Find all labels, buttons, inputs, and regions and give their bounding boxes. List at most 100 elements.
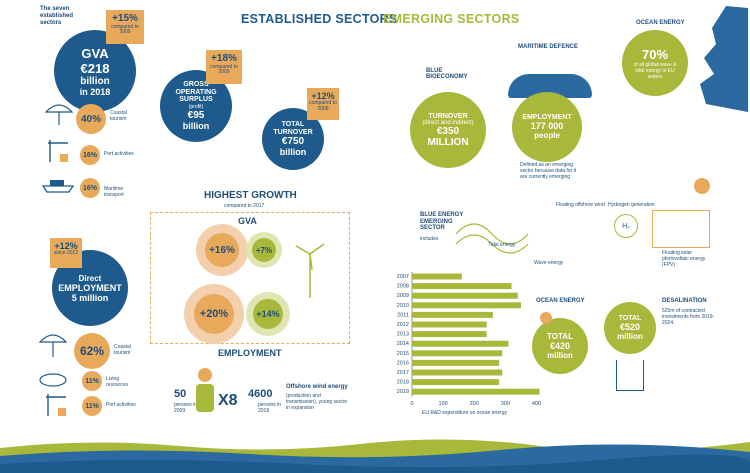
established-header: ESTABLISHED SECTORS [241, 12, 398, 26]
wind-turbine-icon [295, 243, 325, 298]
bar-2007 [412, 273, 462, 280]
wind-multiplier: X8 [218, 392, 238, 409]
intro-text: The seven established sectors [40, 6, 74, 26]
bar-2018 [412, 379, 500, 386]
bar-2008 [412, 283, 512, 290]
bar-2012 [412, 321, 487, 328]
fish-icon [39, 373, 67, 387]
growth-frame [150, 212, 350, 344]
port-activities-gva-label: Port activities [104, 151, 134, 157]
y-tick-label: 2017 [397, 370, 409, 376]
bar-2009 [412, 292, 518, 299]
defence-note: Defined as an emerging sector because da… [520, 162, 577, 180]
ocean-energy-title: OCEAN ENERGY [636, 20, 685, 26]
wind-left-label: persons in 2009 [174, 402, 198, 414]
y-tick-label: 2008 [397, 284, 409, 290]
umbrella-icon [38, 334, 68, 357]
growth-employment-label: EMPLOYMENT [218, 348, 282, 358]
x-tick-label: 200 [470, 401, 479, 407]
maritime-transport-gva-label: Maritime transport [104, 186, 124, 198]
y-tick-label: 2018 [397, 380, 409, 386]
living-resources-emp-share: 11% [82, 371, 102, 391]
desal-title: DESALINATION [662, 298, 707, 304]
blue-bio-title: BLUE BIOECONOMY [426, 68, 468, 80]
ocean-energy-2-title: OCEAN ENERGY [536, 298, 585, 304]
coastal-tourism-gva-share: 40% [76, 104, 106, 134]
y-tick-label: 2019 [397, 389, 409, 395]
blue-energy-includes: includes [420, 236, 439, 242]
y-tick-label: 2014 [397, 341, 409, 347]
emerging-header: EMERGING SECTORS [383, 12, 520, 26]
gross-change-badge: +18% compared to 2009 [206, 50, 242, 84]
wave-icon [455, 223, 529, 254]
person-icon [198, 368, 212, 382]
chart-title: EU R&D expenditure on ocean energy [422, 410, 508, 416]
bar-2019 [412, 388, 540, 395]
wind-right-label: persons in 2018 [258, 402, 282, 414]
bar-2014 [412, 340, 509, 347]
port-crane-icon [46, 394, 66, 416]
maritime-transport-gva-share: 16% [80, 178, 100, 198]
wind-title: Offshore wind energy [286, 384, 348, 390]
turnover-change-badge: +12% compared to 2009 [307, 88, 339, 120]
wind-right-number: 4600 [248, 388, 273, 400]
highest-growth-sub: compared to 2017 [224, 203, 265, 209]
sun-icon [694, 178, 710, 194]
x-tick-label: 400 [532, 401, 541, 407]
desal-desc: 520m of contracted investments from 2019… [662, 308, 715, 326]
growth-emp-circle-1: +20% [184, 284, 244, 344]
x-tick-label: 100 [439, 401, 448, 407]
x-tick-label: 300 [501, 401, 510, 407]
port-activities-emp-label: Port activities [106, 402, 136, 408]
person-body-icon [196, 384, 214, 412]
y-tick-label: 2015 [397, 351, 409, 357]
highest-growth-title: HIGHEST GROWTH [204, 190, 297, 201]
turnover-circle: TOTAL TURNOVER €750 billion [262, 108, 324, 170]
blue-energy-item-wind: Floating offshore wind [556, 202, 605, 208]
coastal-tourism-emp-label: Coastal tourism [114, 344, 131, 356]
defence-circle: EMPLOYMENT 177 000 people [512, 92, 582, 162]
gva-change-badge: +15% compared to 2009 [106, 10, 144, 44]
port-crane-icon [48, 140, 68, 162]
blue-energy-title: BLUE ENERGY EMERGING SECTOR [420, 212, 464, 232]
blue-bio-circle: TURNOVER (direct and indirect) €350 MILL… [410, 92, 486, 168]
port-activities-emp-share: 11% [82, 396, 102, 416]
wind-left-number: 50 [174, 388, 187, 400]
bottom-waves [0, 439, 750, 473]
desal-circle: TOTAL €520 million [604, 302, 656, 354]
y-tick-label: 2007 [397, 274, 409, 280]
ship-icon [42, 180, 74, 193]
rd-chart: 2007 2008 2009 2010 2011 2012 2013 2014 2015 2016… [397, 272, 541, 407]
bar-2015 [412, 350, 503, 357]
living-resources-emp-label: Living resources [106, 376, 128, 388]
hydrogen-icon: H₂ [614, 214, 638, 238]
europe-map-icon [700, 6, 748, 112]
bar-2017 [412, 369, 503, 376]
ocean-energy-2-circle: TOTAL €420 million [532, 318, 588, 374]
blue-energy-item-tidal: Tidal energy [488, 242, 516, 248]
growth-gva-circle-2: +7% [246, 232, 282, 268]
glass-icon [616, 360, 644, 391]
y-tick-label: 2013 [397, 332, 409, 338]
bar-2013 [412, 331, 487, 338]
y-tick-label: 2012 [397, 322, 409, 328]
coastal-tourism-emp-share: 62% [74, 333, 110, 369]
bar-2010 [412, 302, 521, 309]
x-tick-label: 0 [410, 401, 413, 407]
y-tick-label: 2009 [397, 293, 409, 299]
growth-emp-circle-2: +14% [246, 292, 290, 336]
growth-gva-label: GVA [238, 216, 257, 226]
bar-2011 [412, 311, 493, 318]
blue-energy-item-wave: Wave energy [534, 260, 564, 266]
umbrella-icon [44, 104, 74, 125]
blue-energy-item-solar: Floating solar photovoltaic energy (FPV) [662, 250, 706, 268]
y-tick-label: 2010 [397, 303, 409, 309]
port-activities-gva-share: 16% [80, 145, 100, 165]
coastal-tourism-gva-label: Coastal tourism [110, 110, 127, 122]
ocean-energy-circle: 70% of all global wave & tidal energy in… [622, 30, 688, 96]
coin-icon [540, 312, 552, 324]
bar-2016 [412, 359, 500, 366]
blue-energy-item-hydrogen: Hydrogen generation [608, 202, 655, 208]
defence-title: MARITIME DEFENCE [518, 44, 578, 50]
solar-panel-icon [652, 210, 710, 248]
